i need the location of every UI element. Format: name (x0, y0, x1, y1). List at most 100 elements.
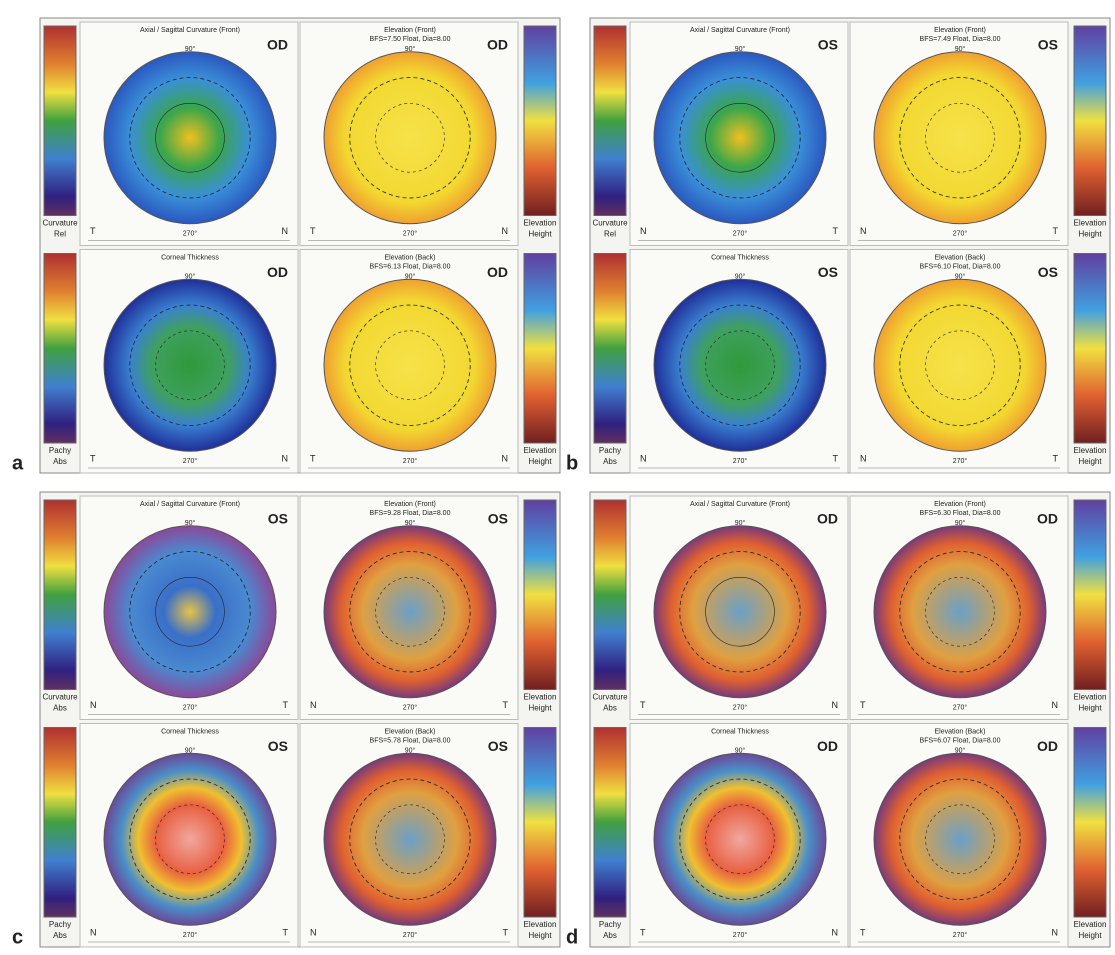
angle-label: 90° (735, 45, 746, 53)
scale-label: Abs (53, 931, 67, 940)
angle-label: 270° (953, 457, 968, 465)
panel-letter: b (566, 452, 578, 474)
angle-label: 270° (403, 703, 418, 711)
eye-label: OS (818, 37, 838, 53)
eye-label: OD (817, 738, 838, 754)
eye-label: OD (1037, 738, 1058, 754)
scale-label: Height (1078, 704, 1102, 713)
angle-label: 90° (405, 45, 416, 53)
angle-label: 90° (735, 272, 746, 280)
map-title: Elevation (Back) (385, 254, 436, 261)
angle-label: 270° (183, 931, 198, 939)
angle-label: 90° (405, 519, 416, 527)
angle-label: 90° (955, 272, 966, 280)
angle-label: 90° (185, 746, 196, 754)
side-label: N (310, 700, 317, 710)
side-label: T (640, 927, 646, 937)
map-title: Axial / Sagittal Curvature (Front) (690, 501, 790, 508)
scale-label: Abs (603, 704, 617, 713)
side-label: N (1052, 927, 1059, 937)
scale-label: Rel (54, 230, 66, 239)
side-label: N (860, 453, 867, 463)
side-label: T (860, 700, 866, 710)
side-label: N (90, 700, 97, 710)
scale-label: Elevation (524, 920, 557, 929)
scale-label: Elevation (524, 446, 557, 455)
scale-label: Elevation (524, 693, 557, 702)
map-title: Elevation (Front) (934, 27, 986, 34)
map-subtitle: BFS=6.07 Float, Dia=8.00 (920, 737, 1001, 744)
map-subtitle: BFS=6.13 Float, Dia=8.00 (370, 263, 451, 270)
scale-label: Abs (53, 704, 67, 713)
eye-label: OS (818, 264, 838, 280)
angle-label: 270° (403, 931, 418, 939)
scale-label: Pachy (49, 446, 71, 455)
angle-label: 90° (185, 45, 196, 53)
side-label: N (310, 927, 317, 937)
color-scale (44, 254, 76, 444)
eye-label: OD (487, 37, 508, 53)
side-label: N (640, 226, 647, 236)
color-scale (594, 728, 626, 918)
side-label: T (283, 927, 289, 937)
scale-label: Elevation (1074, 693, 1107, 702)
side-label: N (1052, 700, 1059, 710)
map-subtitle: BFS=9.28 Float, Dia=8.00 (370, 510, 451, 517)
angle-label: 90° (185, 519, 196, 527)
scale-label: Abs (603, 457, 617, 466)
scale-label: Elevation (1074, 920, 1107, 929)
map-title: Elevation (Front) (384, 27, 436, 34)
panel-letter: d (566, 926, 578, 948)
eye-label: OD (487, 264, 508, 280)
eye-label: OD (1037, 511, 1058, 527)
color-scale (594, 254, 626, 444)
side-label: N (640, 453, 647, 463)
angle-label: 270° (183, 229, 198, 237)
color-scale (594, 26, 626, 216)
angle-label: 270° (953, 229, 968, 237)
map-title: Axial / Sagittal Curvature (Front) (140, 27, 240, 34)
side-label: T (833, 453, 839, 463)
side-label: T (833, 226, 839, 236)
map-title: Elevation (Front) (384, 501, 436, 508)
color-scale (524, 26, 556, 216)
side-label: N (90, 927, 97, 937)
scale-label: Abs (603, 931, 617, 940)
angle-label: 270° (403, 229, 418, 237)
angle-label: 90° (955, 45, 966, 53)
color-scale (44, 500, 76, 690)
side-label: N (832, 700, 839, 710)
side-label: N (832, 927, 839, 937)
map-subtitle: BFS=6.30 Float, Dia=8.00 (920, 510, 1001, 517)
figure: aCurvatureRelAxial / Sagittal Curvature … (0, 0, 1115, 955)
map-subtitle: BFS=5.78 Float, Dia=8.00 (370, 737, 451, 744)
color-scale (524, 500, 556, 690)
eye-label: OD (267, 37, 288, 53)
scale-label: Height (528, 230, 552, 239)
scale-label: Pachy (49, 920, 71, 929)
scale-label: Height (528, 931, 552, 940)
panel-letter: a (12, 452, 24, 474)
panel-letter: c (12, 926, 23, 948)
scale-label: Elevation (524, 219, 557, 228)
scale-label: Height (1078, 230, 1102, 239)
map-title: Axial / Sagittal Curvature (Front) (140, 501, 240, 508)
color-scale (524, 254, 556, 444)
side-label: T (310, 453, 316, 463)
angle-label: 90° (405, 272, 416, 280)
color-scale (1074, 26, 1106, 216)
map-subtitle: BFS=7.49 Float, Dia=8.00 (920, 36, 1001, 43)
angle-label: 270° (953, 931, 968, 939)
color-scale (524, 728, 556, 918)
side-label: T (90, 453, 96, 463)
eye-label: OD (817, 511, 838, 527)
side-label: T (310, 226, 316, 236)
scale-label: Height (528, 704, 552, 713)
side-label: T (1053, 226, 1059, 236)
eye-label: OS (268, 738, 288, 754)
angle-label: 90° (955, 746, 966, 754)
eye-label: OS (488, 511, 508, 527)
angle-label: 270° (403, 457, 418, 465)
scale-label: Height (1078, 457, 1102, 466)
angle-label: 270° (733, 931, 748, 939)
